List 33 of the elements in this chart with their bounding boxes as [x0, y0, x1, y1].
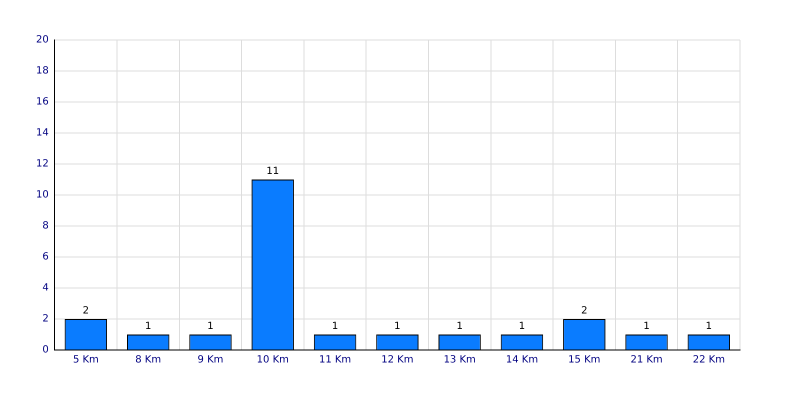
x-tick-label: 22 Km — [692, 354, 725, 366]
y-tick-label: 10 — [36, 190, 49, 201]
x-tick-label: 11 Km — [318, 354, 352, 366]
y-tick-label: 8 — [42, 220, 49, 232]
y-tick-label: 20 — [36, 34, 49, 46]
data-label: 1 — [332, 321, 338, 332]
data-label: 2 — [82, 306, 90, 317]
data-label: 1 — [706, 321, 712, 332]
x-tick-label: 12 Km — [381, 354, 414, 366]
data-label: 2 — [581, 306, 588, 317]
data-label: 1 — [144, 321, 152, 332]
data-label: 1 — [394, 321, 401, 332]
y-tick-label: 12 — [36, 158, 49, 170]
y-tick-label: 0 — [42, 344, 49, 356]
data-label: 1 — [207, 321, 214, 332]
x-tick-label: 14 Km — [506, 354, 538, 366]
x-tick-label: 13 Km — [444, 354, 476, 366]
data-label: 1 — [643, 321, 650, 332]
x-tick-label: 5 Km — [72, 354, 99, 366]
y-tick-label: 4 — [42, 282, 49, 294]
x-tick-label: 8 Km — [135, 354, 162, 366]
x-tick-label: 9 Km — [198, 354, 224, 366]
data-label: 1 — [456, 321, 463, 332]
y-tick-label: 14 — [36, 128, 49, 139]
x-tick-label: 10 Km — [256, 354, 289, 366]
y-tick-label: 16 — [36, 96, 49, 108]
y-tick-label: 6 — [42, 252, 49, 263]
data-label: 11 — [266, 166, 280, 178]
y-tick-label: 2 — [42, 314, 49, 325]
y-tick-label: 18 — [36, 66, 49, 77]
x-tick-label: 21 Km — [630, 354, 663, 366]
data-label: 1 — [518, 321, 526, 332]
x-tick-label: 15 Km — [568, 354, 600, 366]
